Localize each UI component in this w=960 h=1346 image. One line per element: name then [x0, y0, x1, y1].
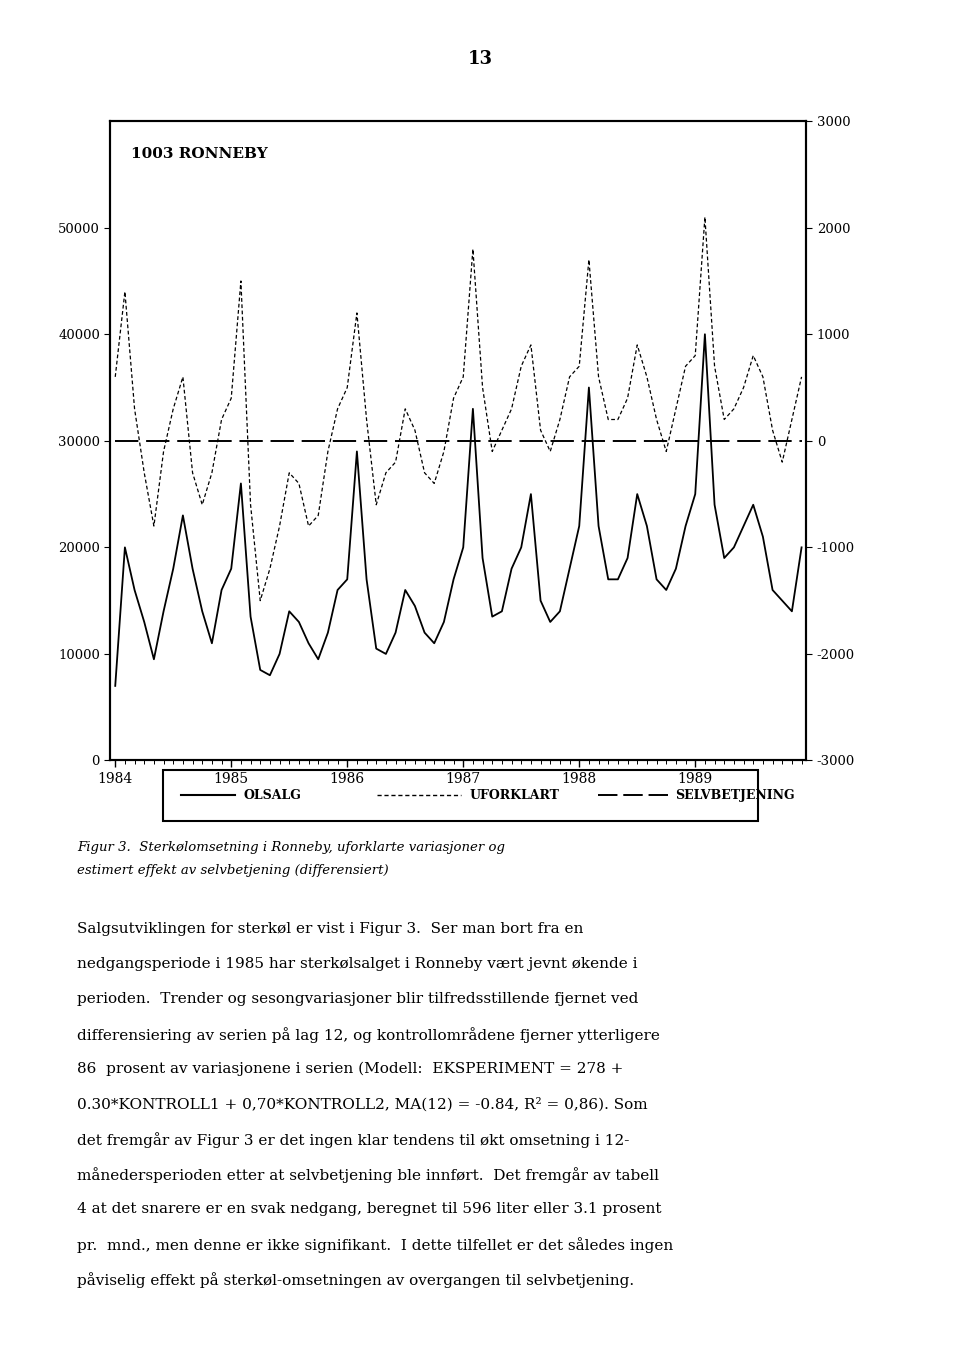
Text: nedgangsperiode i 1985 har sterkølsalget i Ronneby vært jevnt økende i: nedgangsperiode i 1985 har sterkølsalget…: [77, 957, 637, 970]
Text: OLSALG: OLSALG: [244, 789, 301, 802]
Text: 0.30*KONTROLL1 + 0,70*KONTROLL2, MA(12) = -0.84, R² = 0,86). Som: 0.30*KONTROLL1 + 0,70*KONTROLL2, MA(12) …: [77, 1097, 647, 1112]
Text: pr.  mnd., men denne er ikke signifikant.  I dette tilfellet er det således inge: pr. mnd., men denne er ikke signifikant.…: [77, 1237, 673, 1253]
Text: påviselig effekt på sterkøl-omsetningen av overgangen til selvbetjening.: påviselig effekt på sterkøl-omsetningen …: [77, 1272, 634, 1288]
Text: Salgsutviklingen for sterkøl er vist i Figur 3.  Ser man bort fra en: Salgsutviklingen for sterkøl er vist i F…: [77, 922, 583, 935]
Text: estimert effekt av selvbetjening (differensiert): estimert effekt av selvbetjening (differ…: [77, 864, 389, 878]
Text: perioden.  Trender og sesongvariasjoner blir tilfredsstillende fjernet ved: perioden. Trender og sesongvariasjoner b…: [77, 992, 638, 1005]
Text: 86  prosent av variasjonene i serien (Modell:  EKSPERIMENT = 278 +: 86 prosent av variasjonene i serien (Mod…: [77, 1062, 623, 1077]
Text: Figur 3.  Sterkølomsetning i Ronneby, uforklarte variasjoner og: Figur 3. Sterkølomsetning i Ronneby, ufo…: [77, 841, 505, 855]
Text: 1003 RONNEBY: 1003 RONNEBY: [132, 147, 268, 160]
Text: 4 at det snarere er en svak nedgang, beregnet til 596 liter eller 3.1 prosent: 4 at det snarere er en svak nedgang, ber…: [77, 1202, 661, 1215]
Text: UFORKLART: UFORKLART: [469, 789, 560, 802]
Text: det fremgår av Figur 3 er det ingen klar tendens til økt omsetning i 12-: det fremgår av Figur 3 er det ingen klar…: [77, 1132, 629, 1148]
Text: månedersperioden etter at selvbetjening ble innført.  Det fremgår av tabell: månedersperioden etter at selvbetjening …: [77, 1167, 659, 1183]
Text: 13: 13: [468, 50, 492, 67]
Text: SELVBETJENING: SELVBETJENING: [675, 789, 795, 802]
Text: differensiering av serien på lag 12, og kontrollområdene fjerner ytterligere: differensiering av serien på lag 12, og …: [77, 1027, 660, 1043]
